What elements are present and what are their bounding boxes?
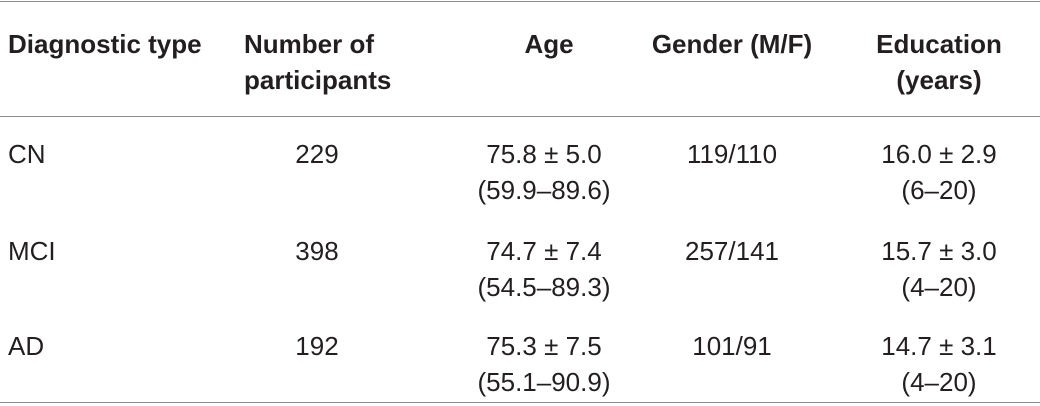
header-education-line1: Education	[876, 29, 1002, 59]
cell-age: 75.8 ± 5.0 (59.9–89.6)	[432, 116, 626, 213]
cell-age-range: (59.9–89.6)	[477, 175, 611, 205]
cell-education-range: (4–20)	[901, 367, 977, 397]
cell-education-mean: 16.0 ± 2.9	[881, 139, 997, 169]
cell-age: 75.3 ± 7.5 (55.1–90.9)	[432, 308, 626, 403]
cell-diagnostic-type: AD	[8, 331, 45, 361]
header-age: Age	[432, 0, 626, 116]
cell-education: 16.0 ± 2.9 (6–20)	[838, 116, 1040, 213]
header-age-label: Age	[524, 29, 574, 59]
header-diagnostic-type-label: Diagnostic type	[8, 29, 202, 59]
table-header-rule	[0, 116, 1040, 117]
cell-gender: 257/141	[685, 236, 779, 266]
cell-education: 14.7 ± 3.1 (4–20)	[838, 308, 1040, 403]
header-participants-line1: Number of	[244, 29, 374, 59]
cell-diagnostic-type: MCI	[8, 236, 56, 266]
cell-participants: 229	[295, 139, 339, 169]
cell-gender: 101/91	[692, 331, 772, 361]
cell-education-mean: 14.7 ± 3.1	[881, 331, 997, 361]
table-row: AD 192 75.3 ± 7.5 (55.1–90.9) 101/91 14.…	[0, 308, 1040, 403]
table-bottom-rule	[0, 402, 1040, 403]
cell-age-mean: 75.8 ± 5.0	[486, 139, 602, 169]
cell-age-range: (55.1–90.9)	[477, 367, 611, 397]
header-participants-line2: participants	[244, 65, 392, 95]
table-header: Diagnostic type Number of participants A…	[0, 0, 1040, 116]
cell-education-range: (6–20)	[901, 175, 977, 205]
cell-education-mean: 15.7 ± 3.0	[881, 236, 997, 266]
header-diagnostic-type: Diagnostic type	[0, 0, 232, 116]
cell-participants: 192	[295, 331, 339, 361]
table-top-rule	[0, 1, 1040, 2]
header-gender: Gender (M/F)	[626, 0, 838, 116]
header-gender-label: Gender (M/F)	[651, 29, 813, 59]
table-row: MCI 398 74.7 ± 7.4 (54.5–89.3) 257/141 1…	[0, 213, 1040, 308]
cell-age-mean: 75.3 ± 7.5	[486, 331, 602, 361]
cell-gender: 119/110	[686, 139, 778, 169]
header-row: Diagnostic type Number of participants A…	[0, 0, 1040, 116]
header-education: Education (years)	[838, 0, 1040, 116]
cell-age-range: (54.5–89.3)	[477, 272, 611, 302]
cell-diagnostic-type: CN	[8, 139, 46, 169]
header-number-of-participants: Number of participants	[232, 0, 432, 116]
table-row: CN 229 75.8 ± 5.0 (59.9–89.6) 119/110 16…	[0, 116, 1040, 213]
cell-age: 74.7 ± 7.4 (54.5–89.3)	[432, 213, 626, 308]
cell-age-mean: 74.7 ± 7.4	[486, 236, 602, 266]
cell-participants: 398	[295, 236, 339, 266]
cell-education: 15.7 ± 3.0 (4–20)	[838, 213, 1040, 308]
cell-education-range: (4–20)	[901, 272, 977, 302]
table-body: CN 229 75.8 ± 5.0 (59.9–89.6) 119/110 16…	[0, 116, 1040, 403]
header-education-line2: (years)	[896, 65, 982, 95]
